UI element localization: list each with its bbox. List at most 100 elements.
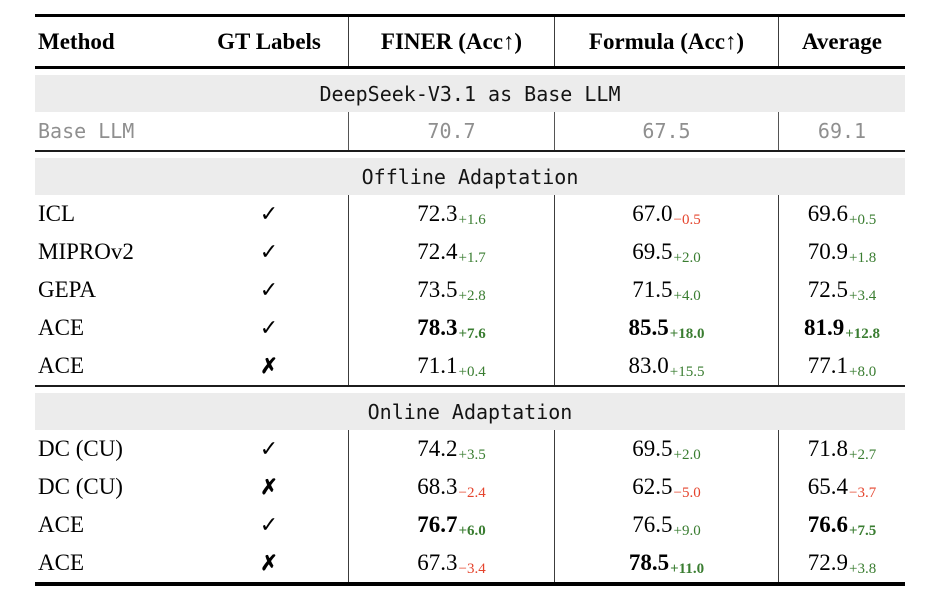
score-value: 65.4 [807, 474, 849, 499]
score-value: 67.0 [632, 201, 673, 226]
score-value: 76.5 [632, 512, 673, 537]
score-delta: +3.5 [458, 446, 486, 463]
header-rule [35, 66, 905, 69]
table-row-gepa: GEPA ✓ 73.5 +2.8 71.5 +4.0 72.5 +3.4 [35, 271, 905, 309]
score-delta: +2.0 [673, 249, 701, 266]
top-rule [35, 14, 905, 17]
check-mark-icon: ✓ [259, 512, 279, 537]
gt-cell: ✓ [190, 271, 348, 309]
formula-cell: 71.5 +4.0 [554, 271, 778, 309]
score-delta: +1.8 [849, 249, 877, 266]
formula-cell: 83.0 +15.5 [554, 347, 778, 385]
finer-cell: 72.3 +1.6 [348, 195, 554, 233]
formula-cell: 69.5 +2.0 [554, 430, 778, 468]
gt-cell: ✗ [190, 544, 348, 582]
table-row-dccu-gt: DC (CU) ✓ 74.2 +3.5 69.5 +2.0 71.8 +2.7 [35, 430, 905, 468]
gt-cell: ✗ [190, 347, 348, 385]
score-value: 77.1 [807, 353, 849, 378]
finer-cell: 72.4 +1.7 [348, 233, 554, 271]
table-row-miprov2: MIPROv2 ✓ 72.4 +1.7 69.5 +2.0 70.9 +1.8 [35, 233, 905, 271]
average-cell: 76.6 +7.5 [778, 506, 905, 544]
score-value: 69.5 [632, 436, 673, 461]
cross-mark-icon: ✗ [260, 474, 278, 499]
score-delta: +11.0 [670, 560, 705, 577]
score-value: 68.3 [417, 474, 458, 499]
score-value: 78.5 [628, 550, 670, 575]
score-value: 69.5 [632, 239, 673, 264]
check-mark-icon: ✓ [259, 201, 279, 226]
score-value: 83.0 [628, 353, 669, 378]
table-row-base-llm: Base LLM 70.7 67.5 69.1 [35, 112, 905, 150]
score-delta: +6.0 [458, 522, 486, 539]
score-value: 71.1 [417, 353, 458, 378]
score-delta: −2.4 [458, 484, 486, 501]
score-value: 72.9 [807, 550, 849, 575]
average-cell: 69.6 +0.5 [778, 195, 905, 233]
score-delta: +1.6 [458, 211, 486, 228]
score-value: 76.6 [807, 512, 848, 537]
score-value: 73.5 [417, 277, 458, 302]
average-cell: 72.9 +3.8 [778, 544, 905, 582]
cross-mark-icon: ✗ [260, 550, 278, 575]
score-value: 70.9 [807, 239, 849, 264]
table-row-icl: ICL ✓ 72.3 +1.6 67.0 −0.5 69.6 +0.5 [35, 195, 905, 233]
average-cell: 72.5 +3.4 [778, 271, 905, 309]
method-label: DC (CU) [38, 474, 123, 499]
table-header-row: Method GT Labels FINER (Acc↑) Formula (A… [35, 17, 905, 66]
section-banner-online: Online Adaptation [35, 393, 905, 430]
average-cell: 65.4 −3.7 [778, 468, 905, 506]
formula-cell: 67.0 −0.5 [554, 195, 778, 233]
score-delta: +2.7 [849, 446, 877, 463]
formula-cell: 76.5 +9.0 [554, 506, 778, 544]
score-delta: +0.5 [849, 211, 877, 228]
bottom-rule [35, 582, 905, 586]
table-row-ace-online-gt: ACE ✓ 76.7 +6.0 76.5 +9.0 76.6 +7.5 [35, 506, 905, 544]
finer-cell: 70.7 [348, 112, 554, 150]
average-cell: 70.9 +1.8 [778, 233, 905, 271]
score-value: 69.1 [817, 119, 867, 143]
method-label: ACE [38, 315, 84, 340]
score-delta: −3.7 [849, 484, 877, 501]
method-label: MIPROv2 [38, 239, 134, 264]
score-delta: +1.7 [458, 249, 486, 266]
finer-cell: 76.7 +6.0 [348, 506, 554, 544]
score-value: 71.5 [632, 277, 673, 302]
check-mark-icon: ✓ [259, 436, 279, 461]
table-row-ace-nogt: ACE ✗ 71.1 +0.4 83.0 +15.5 77.1 +8.0 [35, 347, 905, 385]
section-banner-offline: Offline Adaptation [35, 158, 905, 195]
table-row-ace-online-nogt: ACE ✗ 67.3 −3.4 78.5 +11.0 72.9 +3.8 [35, 544, 905, 582]
method-label: ACE [38, 550, 84, 575]
average-cell: 69.1 [778, 112, 905, 150]
score-delta: +7.5 [848, 522, 877, 539]
section-divider [35, 150, 905, 152]
finer-cell: 67.3 −3.4 [348, 544, 554, 582]
score-delta: −0.5 [673, 211, 701, 228]
score-value: 76.7 [417, 512, 458, 537]
score-delta: +2.0 [673, 446, 701, 463]
average-cell: 81.9 +12.8 [778, 309, 905, 347]
average-cell: 77.1 +8.0 [778, 347, 905, 385]
score-delta: +9.0 [673, 522, 701, 539]
gt-cell: ✗ [190, 468, 348, 506]
formula-cell: 69.5 +2.0 [554, 233, 778, 271]
col-header-method: Method [38, 28, 115, 54]
score-value: 69.6 [807, 201, 849, 226]
finer-cell: 71.1 +0.4 [348, 347, 554, 385]
score-delta: +15.5 [669, 363, 705, 380]
score-value: 78.3 [417, 315, 458, 340]
cross-mark-icon: ✗ [260, 353, 278, 378]
score-delta: +7.6 [458, 325, 486, 342]
method-label: ACE [38, 353, 84, 378]
finer-cell: 78.3 +7.6 [348, 309, 554, 347]
section-divider [35, 385, 905, 387]
score-delta: +18.0 [669, 325, 705, 342]
score-delta: +2.8 [458, 287, 486, 304]
score-value: 62.5 [632, 474, 673, 499]
finer-cell: 74.2 +3.5 [348, 430, 554, 468]
col-header-gt-labels: GT Labels [217, 28, 321, 54]
formula-cell: 85.5 +18.0 [554, 309, 778, 347]
col-header-average: Average [778, 17, 905, 66]
gt-mark-empty [190, 112, 348, 150]
formula-cell: 67.5 [554, 112, 778, 150]
